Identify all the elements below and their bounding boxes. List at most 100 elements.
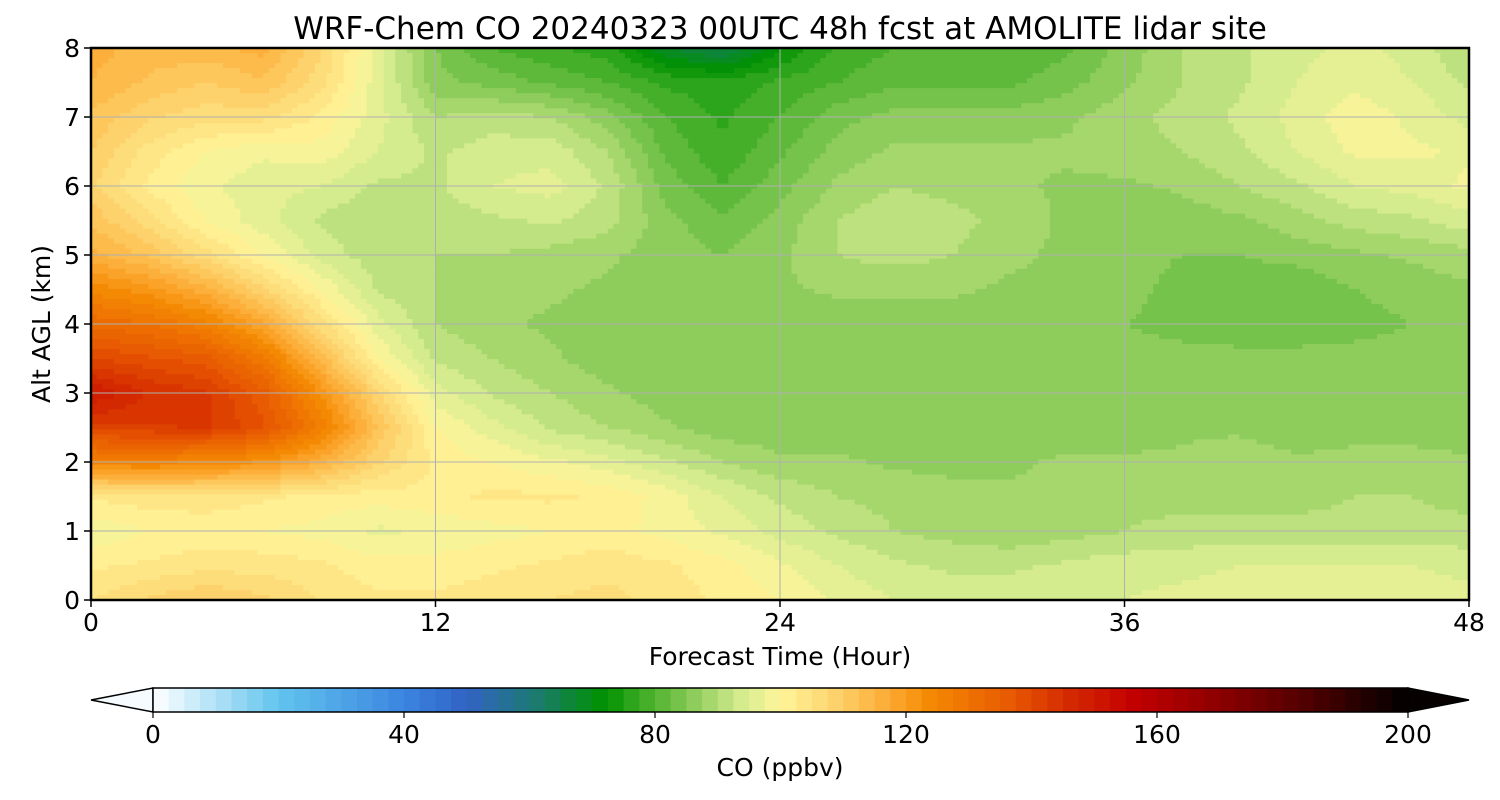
contour-cell xyxy=(240,424,264,430)
contour-cell xyxy=(332,53,345,59)
contour-cell xyxy=(200,243,230,250)
contour-cell xyxy=(1078,118,1154,124)
contour-cell xyxy=(785,153,821,159)
contour-cell xyxy=(320,53,333,59)
contour-cell xyxy=(205,439,247,446)
contour-cell xyxy=(337,288,362,295)
contour-cell xyxy=(171,263,201,270)
contour-cell xyxy=(665,153,701,159)
contour-cell xyxy=(1095,68,1143,74)
contour-cell xyxy=(91,404,127,410)
contour-cell xyxy=(142,394,213,400)
contour-cell xyxy=(843,213,976,220)
contour-cell xyxy=(159,574,276,581)
colorbar-tick-label: 160 xyxy=(1133,720,1181,749)
contour-cell xyxy=(435,288,574,295)
contour-cell xyxy=(831,293,959,300)
contour-cell xyxy=(389,344,408,350)
contour-cell xyxy=(791,268,1016,275)
contour-cell xyxy=(446,158,580,165)
contour-cell xyxy=(171,203,195,210)
contour-cell xyxy=(91,193,109,200)
contour-cell xyxy=(1233,344,1304,350)
contour-cell xyxy=(320,88,339,94)
colorbar-segment xyxy=(1282,688,1299,712)
contour-cell xyxy=(613,163,632,170)
contour-cell xyxy=(722,494,770,501)
contour-cell xyxy=(556,173,592,180)
contour-cell xyxy=(774,118,816,124)
contour-cell xyxy=(366,354,379,360)
contour-cell xyxy=(642,198,666,205)
contour-cell xyxy=(412,78,425,84)
contour-cell xyxy=(659,534,729,541)
contour-cell xyxy=(624,53,643,59)
contour-cell xyxy=(125,243,155,250)
contour-cell xyxy=(113,93,161,99)
contour-cell xyxy=(980,218,1051,225)
contour-cell xyxy=(119,434,213,441)
contour-cell xyxy=(268,389,276,395)
contour-cell xyxy=(360,369,373,375)
contour-cell xyxy=(1216,168,1281,175)
contour-cell xyxy=(1319,163,1469,170)
contour-cell xyxy=(1250,58,1315,64)
contour-cell xyxy=(510,464,592,471)
contour-cell xyxy=(848,569,948,576)
contour-cell xyxy=(234,359,253,365)
contour-cell xyxy=(435,303,551,310)
contour-cell xyxy=(854,574,1200,581)
contour-cell xyxy=(268,158,328,165)
contour-cell xyxy=(337,444,350,451)
contour-cell xyxy=(360,479,419,486)
contour-cell xyxy=(337,389,350,395)
contour-cell xyxy=(228,293,247,300)
contour-cell xyxy=(223,308,241,315)
contour-cell xyxy=(481,384,540,390)
contour-cell xyxy=(125,173,150,180)
contour-cell xyxy=(613,63,643,69)
contour-cell xyxy=(91,263,109,270)
contour-cell xyxy=(653,168,678,175)
contour-cell xyxy=(791,248,839,255)
contour-cell xyxy=(619,218,649,225)
contour-cell xyxy=(326,379,339,385)
contour-cell xyxy=(768,494,839,501)
contour-cell xyxy=(676,173,718,180)
contour-cell xyxy=(314,268,339,275)
contour-cell xyxy=(630,108,661,114)
contour-cell xyxy=(854,163,1206,170)
contour-cell xyxy=(355,464,373,471)
contour-cell xyxy=(607,58,632,64)
contour-cell xyxy=(550,168,592,175)
contour-cell xyxy=(251,399,270,405)
contour-cell xyxy=(1147,293,1367,300)
contour-cell xyxy=(584,449,643,456)
contour-cell xyxy=(1400,313,1469,320)
contour-cell xyxy=(355,349,368,355)
contour-cell xyxy=(757,223,798,230)
contour-cell xyxy=(343,394,350,400)
contour-cell xyxy=(487,63,551,69)
contour-cell xyxy=(360,469,391,476)
contour-cell xyxy=(739,464,884,471)
contour-cell xyxy=(268,68,293,74)
contour-cell xyxy=(814,484,1469,491)
contour-cell xyxy=(1463,123,1469,129)
contour-cell xyxy=(383,524,528,531)
contour-cell xyxy=(412,324,442,330)
contour-cell xyxy=(194,324,218,330)
contour-cell xyxy=(739,58,764,64)
contour-cell xyxy=(337,153,373,159)
contour-cell xyxy=(1428,93,1469,99)
contour-cell xyxy=(579,208,620,215)
contour-cell xyxy=(670,88,758,94)
contour-cell xyxy=(360,48,373,54)
contour-cell xyxy=(1055,454,1469,461)
contour-cell xyxy=(619,178,638,185)
contour-cell xyxy=(1245,143,1292,149)
contour-cell xyxy=(383,63,396,69)
contour-cell xyxy=(538,439,609,446)
contour-cell xyxy=(613,223,649,230)
contour-cell xyxy=(205,364,224,370)
